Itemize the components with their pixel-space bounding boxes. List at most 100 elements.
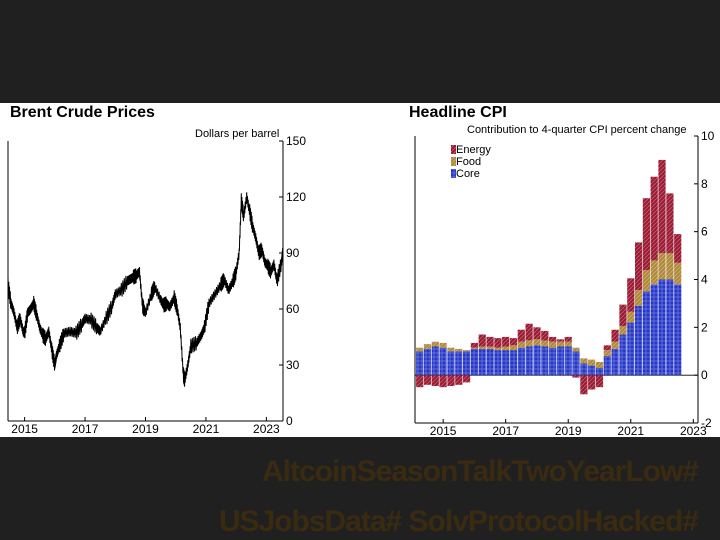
cpi-bar-core [556,346,564,376]
cpi-bar-food [509,345,518,351]
cpi-bar-core [619,334,627,376]
cpi-bar-energy [455,375,463,385]
brent-unit-label: Dollars per barrel [195,128,280,140]
cpi-bar-food [603,350,611,357]
cpi-legend-swatch-core [451,169,456,178]
cpi-bar-energy [494,338,502,348]
cpi-unit-label: Contribution to 4-quarter CPI percent ch… [467,124,687,136]
cpi-bar-food [533,339,541,346]
cpi-bar-food [455,348,463,352]
cpi-bar-energy [416,375,424,388]
cpi-bar-energy [666,193,674,254]
cpi-bar-core [463,351,471,376]
cpi-bar-food [439,342,447,348]
cpi-legend-label-energy: Energy [456,144,491,156]
cpi-x-tick-label: 2015 [430,424,457,437]
cpi-bar-energy [635,242,643,291]
cpi-bar-food [541,340,549,347]
cpi-legend-swatch-energy [451,145,456,154]
cpi-bar-food [611,341,619,349]
cpi-bar-energy [517,329,525,342]
hashtag-line-2: USJobsData# SolvProtocolHacked# [218,505,699,538]
cpi-bar-core [580,363,588,376]
cpi-bar-energy [595,375,604,388]
cpi-bar-core [627,322,635,376]
cpi-bar-food [635,290,643,306]
cpi-bar-energy [611,329,619,342]
headline-cpi-chart: -2 0 2 4 6 8 10 2015 2017 2019 2021 2023 EnergyFoodC… [414,129,715,437]
cpi-y-tick-label: 2 [701,320,708,334]
cpi-bar-core [509,350,518,376]
cpi-bar-energy [463,375,471,383]
cpi-bar-energy [627,278,635,312]
cpi-bar-energy [509,338,518,346]
cpi-bar-core [595,368,604,376]
cpi-bar-food [674,262,682,285]
cpi-bar-food [650,260,658,285]
cpi-bar-energy [502,336,510,347]
cpi-legend-label-core: Core [456,168,480,180]
cpi-bar-food [416,347,424,352]
cpi-bar-energy [431,375,439,386]
cpi-legend-swatch-food [451,157,456,166]
cpi-bar-food [494,347,502,351]
cpi-bar-food [486,346,494,349]
cpi-bar-food [549,341,557,348]
cpi-bar-energy [486,336,494,347]
cpi-bar-core [603,356,611,376]
cpi-bar-food [447,347,455,352]
cpi-bar-food [478,346,486,349]
cpi-bar-core [416,351,424,376]
cpi-bar-energy [447,375,455,386]
cpi-bar-food [470,347,478,349]
cpi-bar-energy [478,334,486,347]
cpi-bar-food [502,346,510,351]
cpi-y-tick-label: 4 [701,273,708,287]
cpi-bar-energy [549,336,557,342]
cpi-bar-food [564,341,572,347]
cpi-bar-core [658,279,666,376]
brent-y-tick-label: 60 [286,302,300,316]
cpi-bar-core [635,305,643,376]
cpi-bar-energy [439,375,447,388]
cpi-y-tick-label: 0 [701,368,708,382]
cpi-bar-core [674,284,682,376]
cpi-y-tick-label: -2 [701,416,712,430]
cpi-bar-food [627,311,635,323]
brent-crude-chart: 0 30 60 90 120 150 2015 2017 2019 2021 2023 [7,134,306,436]
cpi-bar-core [588,365,596,376]
cpi-bar-energy [423,375,432,385]
cpi-bar-core [572,351,580,376]
brent-x-tick-label: 2023 [253,422,280,436]
cpi-bar-core [564,346,572,376]
cpi-bar-food [666,253,674,280]
cpi-bar-food [431,341,439,347]
cpi-legend-label-food: Food [456,156,481,168]
brent-x-tick-label: 2019 [132,422,159,436]
cpi-bar-food [588,359,596,366]
cpi-bar-core [517,347,525,376]
cpi-bar-core [611,348,619,376]
slide: Brent Crude Prices Dollars per barrel 0 3… [0,103,720,437]
brent-y-tick-label: 120 [286,190,306,204]
cpi-y-tick-label: 6 [701,225,708,239]
cpi-bar-core [525,346,533,376]
cpi-bar-core [423,348,432,376]
cpi-bar-energy [541,330,549,341]
cpi-bar-food [517,341,525,348]
cpi-bar-food [423,344,432,349]
brent-price-line [7,192,284,387]
cpi-bar-energy [556,339,564,342]
cpi-bar-core [666,279,674,376]
cpi-y-tick-label: 10 [701,129,715,143]
cpi-bar-food [619,326,627,335]
cpi-bar-energy [588,375,596,390]
cpi-bar-core [541,346,549,376]
cpi-bar-core [447,351,455,376]
cpi-bar-energy [658,159,666,254]
cpi-bar-core [494,350,502,376]
cpi-bar-energy [470,342,478,348]
cpi-bar-food [525,340,533,347]
brent-x-tick-label: 2015 [11,422,38,436]
cpi-bar-energy [533,327,541,340]
